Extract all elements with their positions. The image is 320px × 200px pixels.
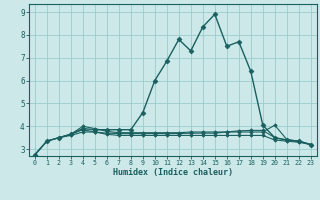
X-axis label: Humidex (Indice chaleur): Humidex (Indice chaleur)	[113, 168, 233, 177]
